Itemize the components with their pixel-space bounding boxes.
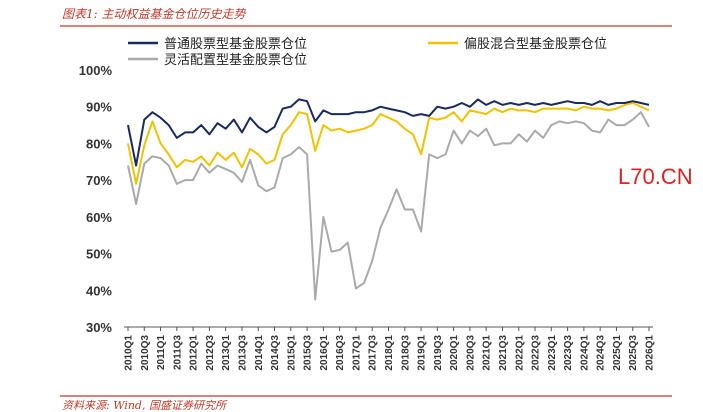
x-tick-label: 2015Q3	[303, 335, 314, 371]
x-tick-label: 2011Q3	[172, 335, 183, 370]
x-tick-label: 2023Q1	[547, 335, 558, 371]
x-tick-label: 2011Q1	[156, 335, 167, 370]
x-tick-label: 2022Q3	[531, 335, 542, 371]
y-tick-label: 70%	[86, 173, 112, 188]
chart-title: 图表1: 主动权益基金仓位历史走势	[62, 7, 246, 21]
x-tick-label: 2017Q1	[351, 335, 362, 371]
x-tick-label: 2016Q1	[319, 335, 330, 371]
x-tick-label: 2013Q3	[237, 335, 248, 371]
y-axis: 30% 40% 50% 60% 70% 80% 90% 100%	[79, 63, 113, 335]
x-tick-label: 2015Q1	[286, 335, 297, 371]
plot-area	[127, 98, 650, 301]
y-tick-label: 60%	[86, 210, 112, 225]
x-tick-label: 2014Q3	[270, 335, 281, 371]
x-tick-label: 2024Q1	[579, 335, 590, 371]
x-tick-label: 2025Q1	[612, 335, 623, 371]
x-tick-label: 2017Q3	[368, 335, 379, 371]
x-tick-label: 2026Q1	[645, 335, 656, 371]
x-tick-label: 2022Q1	[514, 335, 525, 371]
source-note: 资料来源: Wind, 国盛证券研究所	[62, 399, 228, 412]
x-tick-label: 2016Q3	[335, 335, 346, 371]
series-line-2	[127, 102, 650, 185]
legend-label-2: 偏股混合型基金股票仓位	[464, 36, 607, 52]
x-tick-label: 2012Q1	[189, 335, 200, 371]
legend-label-1: 普通股票型基金股票仓位	[164, 36, 307, 52]
x-tick-label: 2013Q1	[221, 335, 232, 371]
legend-label-3: 灵活配置型基金股票仓位	[164, 52, 307, 68]
x-tick-label: 2020Q1	[449, 335, 460, 371]
x-tick-label: 2021Q1	[482, 335, 493, 371]
y-tick-label: 100%	[79, 63, 113, 78]
watermark: L70.CN	[618, 164, 693, 189]
x-tick-label: 2018Q1	[384, 335, 395, 371]
x-tick-label: 2021Q3	[498, 335, 509, 371]
x-tick-label: 2023Q3	[563, 335, 574, 371]
series-line-3	[127, 111, 650, 301]
x-tick-label: 2012Q3	[205, 335, 216, 371]
x-tick-label: 2010Q3	[140, 335, 151, 371]
x-tick-label: 2024Q3	[596, 335, 607, 371]
y-tick-label: 90%	[86, 100, 112, 115]
x-tick-label: 2020Q3	[465, 335, 476, 371]
x-tick-label: 2019Q1	[417, 335, 428, 371]
y-tick-label: 50%	[86, 247, 112, 262]
y-tick-label: 80%	[86, 136, 112, 151]
x-tick-label: 2014Q1	[254, 335, 265, 371]
y-tick-label: 30%	[86, 320, 112, 335]
x-tick-label: 2018Q3	[400, 335, 411, 371]
series-line-1	[127, 98, 650, 167]
x-tick-label: 2025Q3	[628, 335, 639, 371]
x-axis: 2010Q1 2010Q3 2011Q1 2011Q3 2012Q1 2012Q3 2013…	[124, 326, 656, 371]
x-tick-label: 2010Q1	[124, 335, 135, 371]
x-tick-label: 2019Q3	[433, 335, 444, 371]
y-tick-label: 40%	[86, 283, 112, 298]
